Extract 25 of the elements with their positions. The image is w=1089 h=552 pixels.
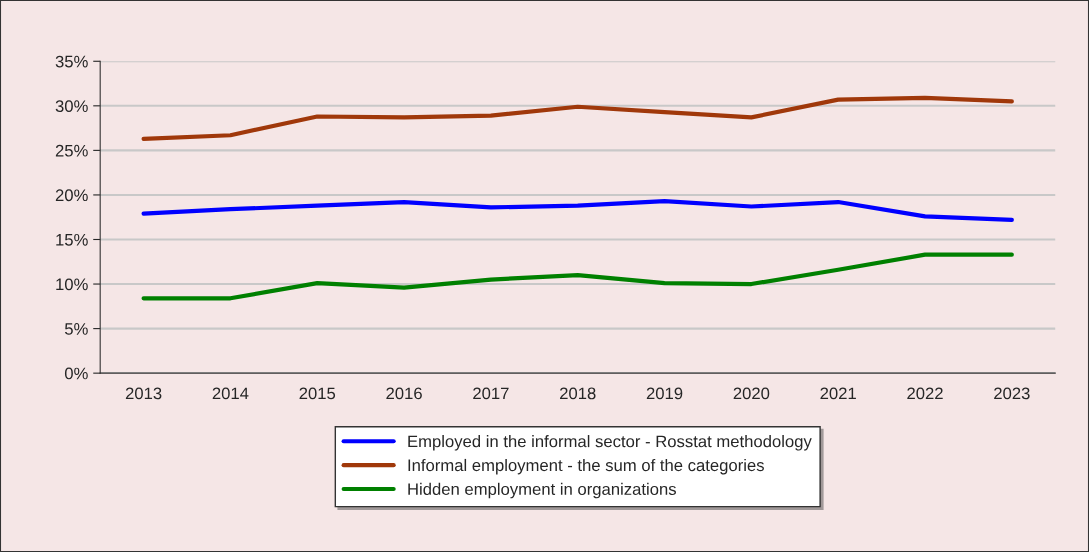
legend-label: Hidden employment in organizations: [408, 482, 676, 499]
x-tick-label: 2017: [473, 387, 509, 400]
x-tick-label: 2015: [299, 387, 336, 400]
x-tick-label: 2022: [907, 387, 943, 400]
line-series: [141, 199, 1014, 222]
y-tick-label: 5%: [64, 323, 88, 335]
legend-label: Employed in the informal sector - Rosstat methodology: [408, 435, 812, 451]
y-tick-label: 35%: [55, 55, 88, 68]
line-series: [141, 252, 1014, 301]
y-tick-label: 20%: [55, 189, 88, 202]
y-tick-label: 15%: [56, 233, 88, 246]
legend-label: Informal employment - the sum of the categories: [408, 458, 764, 475]
line-series: [141, 95, 1014, 141]
x-tick-label: 2018: [560, 387, 596, 400]
y-tick-label: 25%: [55, 144, 88, 157]
y-tick-label: 0%: [64, 367, 88, 380]
x-tick-label: 2019: [646, 387, 683, 400]
x-tick-label: 2014: [212, 387, 249, 400]
y-tick-label: 10%: [56, 278, 88, 291]
x-tick-label: 2013: [125, 387, 162, 400]
y-tick-label: 30%: [55, 100, 88, 113]
x-tick-label: 2016: [386, 387, 422, 400]
x-tick-label: 2021: [820, 387, 856, 400]
x-tick-label: 2020: [733, 387, 770, 400]
x-tick-label: 2023: [994, 387, 1030, 400]
